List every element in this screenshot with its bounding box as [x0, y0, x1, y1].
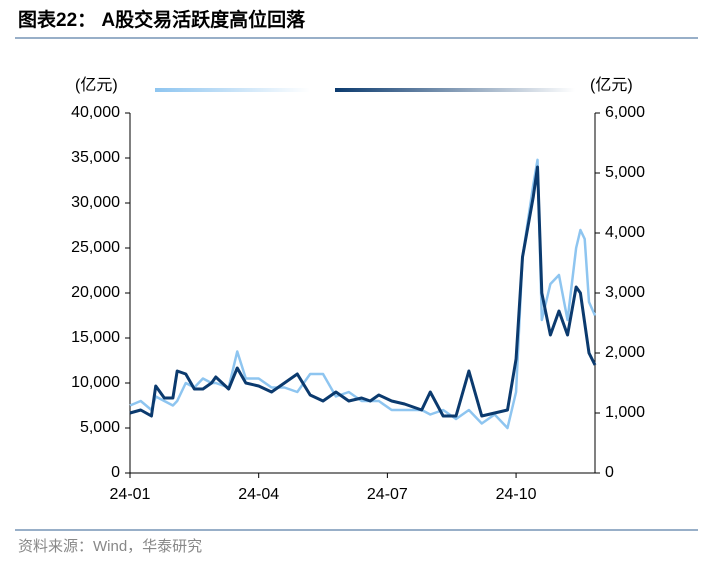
y2-tick-label: 2,000	[605, 344, 645, 361]
series-line	[129, 165, 597, 418]
y-tick-label: 5,000	[80, 419, 120, 436]
x-tick-label: 24-04	[238, 486, 279, 503]
y2-axis-label: (亿元)	[590, 76, 633, 94]
y2-tick-label: 0	[605, 464, 614, 481]
y-tick-label: 30,000	[71, 194, 120, 211]
x-tick-label: 24-01	[110, 486, 151, 503]
y-tick-label: 10,000	[71, 374, 120, 391]
x-tick-label: 24-07	[367, 486, 408, 503]
y-tick-label: 15,000	[71, 329, 120, 346]
y-tick-label: 25,000	[71, 239, 120, 256]
y2-tick-label: 6,000	[605, 104, 645, 121]
y-tick-label: 40,000	[71, 104, 120, 121]
y2-tick-label: 3,000	[605, 284, 645, 301]
y2-tick-label: 5,000	[605, 164, 645, 181]
y-tick-label: 20,000	[71, 284, 120, 301]
y-axis-label: (亿元)	[75, 76, 118, 94]
y2-tick-label: 1,000	[605, 404, 645, 421]
legend-swatch	[155, 88, 310, 92]
chart-title: 图表22： A股交易活跃度高位回落	[18, 8, 306, 31]
y-tick-label: 35,000	[71, 149, 120, 166]
source: 资料来源：Wind，华泰研究	[18, 538, 202, 555]
y-tick-label: 0	[111, 464, 120, 481]
x-tick-label: 24-10	[496, 486, 537, 503]
legend-swatch	[335, 88, 575, 92]
y2-tick-label: 4,000	[605, 224, 645, 241]
